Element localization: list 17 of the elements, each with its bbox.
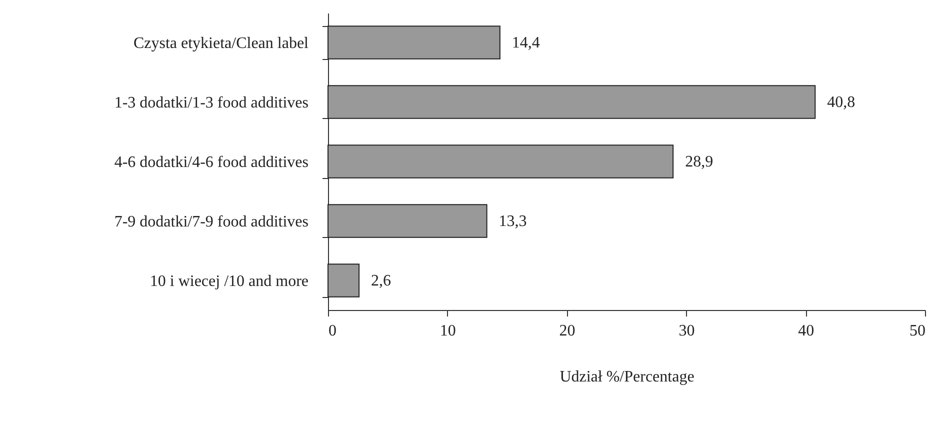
x-tick-label: 30	[678, 322, 695, 340]
data-label: 2,6	[371, 272, 392, 290]
y-tick-label: 1-3 dodatki/1-3 food additives	[114, 94, 308, 112]
y-tick-label: 4-6 dodatki/4-6 food additives	[114, 154, 308, 171]
x-tick-label: 40	[798, 322, 814, 340]
data-label: 40,8	[827, 94, 856, 111]
x-tick-label: 10	[440, 322, 456, 340]
x-axis-title: Udział %/Percentage	[560, 368, 694, 386]
data-label: 28,9	[685, 154, 714, 170]
x-tick-label: 50	[910, 322, 926, 340]
y-tick-label: 10 i wiecej /10 and more	[150, 273, 308, 290]
data-label: 14,4	[512, 34, 540, 52]
y-tick-label: Czysta etykieta/Clean label	[133, 34, 310, 52]
x-tick-label: 0	[328, 322, 336, 340]
x-tick-label: 20	[559, 322, 576, 340]
data-label: 13,3	[498, 213, 527, 230]
y-tick-label: 7-9 dodatki/7-9 food additives	[114, 214, 308, 231]
